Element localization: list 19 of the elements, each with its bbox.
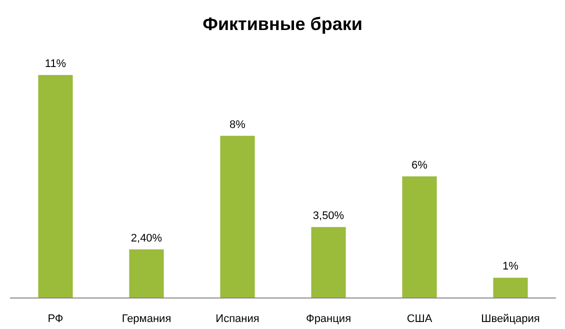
- data-label: 3,50%: [312, 210, 344, 222]
- bar: [38, 75, 73, 298]
- data-label: 11%: [44, 58, 66, 70]
- data-label: 1%: [502, 260, 519, 273]
- x-tick-label: Швейцария: [481, 313, 540, 325]
- bar: [220, 136, 255, 298]
- x-tick-label: Испания: [216, 313, 260, 325]
- x-tick-label: РФ: [48, 313, 64, 325]
- data-label: 8%: [230, 118, 246, 131]
- data-label: 6%: [412, 159, 428, 172]
- x-tick-label: США: [406, 313, 433, 325]
- chart-title: Фиктивные браки: [202, 14, 362, 34]
- data-label: 2,40%: [130, 232, 162, 244]
- bar: [129, 249, 164, 298]
- x-tick-label: Германия: [122, 313, 172, 325]
- bar: [402, 176, 437, 298]
- bar: [311, 227, 346, 298]
- bar: [493, 278, 528, 298]
- x-tick-label: Франция: [306, 313, 352, 325]
